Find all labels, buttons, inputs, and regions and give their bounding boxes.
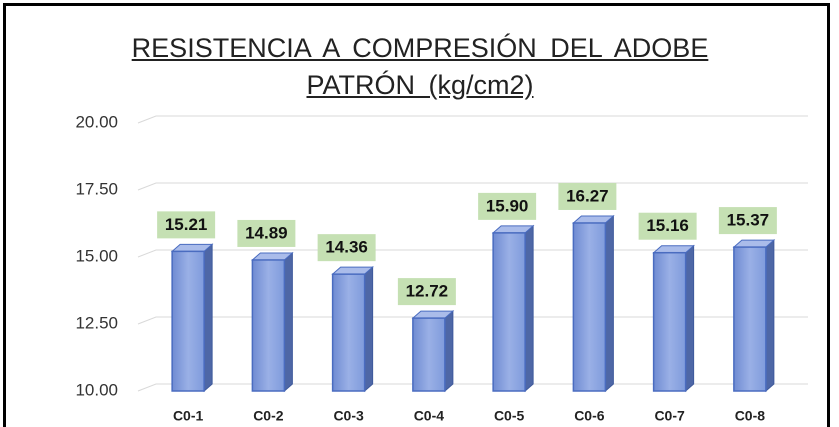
bar	[331, 273, 366, 392]
y-tick-label: 17.50	[75, 179, 118, 198]
data-label-box	[638, 212, 697, 240]
data-label-box	[718, 207, 777, 235]
chart-title: RESISTENCIA A COMPRESIÓN DEL ADOBE PATRÓ…	[131, 33, 709, 100]
bar	[171, 250, 205, 392]
data-label: 14.36	[325, 238, 368, 257]
bar-side	[685, 244, 695, 393]
data-label: 15.16	[646, 216, 689, 235]
data-label: 15.37	[727, 211, 770, 230]
bar	[733, 246, 767, 392]
bar-side	[765, 238, 775, 393]
x-tick-label: C0-3	[333, 408, 364, 424]
bar-side	[524, 224, 534, 393]
bar	[652, 251, 687, 392]
y-tick-label: 10.00	[75, 380, 118, 399]
data-label: 15.21	[165, 215, 208, 234]
grid-line	[137, 383, 808, 392]
y-tick-label: 20.00	[75, 112, 118, 131]
data-label-box	[478, 192, 537, 220]
data-label-box	[317, 234, 376, 262]
grid-line	[137, 316, 808, 325]
bar	[412, 317, 446, 392]
bar	[492, 232, 526, 392]
data-label: 12.72	[406, 282, 449, 301]
x-tick-label: C0-6	[574, 408, 605, 424]
bar	[251, 259, 286, 392]
bar	[572, 222, 607, 392]
bar-side	[283, 251, 293, 393]
data-label-box	[558, 182, 617, 210]
data-label-box	[237, 219, 296, 247]
bar-side	[604, 214, 614, 393]
data-label-box	[397, 278, 456, 306]
data-label-box	[157, 211, 216, 239]
bar-side	[364, 266, 374, 393]
chart-frame	[3, 3, 830, 427]
y-tick-label: 12.50	[75, 313, 118, 332]
grid-line	[137, 115, 808, 124]
grid-line	[137, 182, 808, 191]
bar-side	[444, 310, 454, 393]
data-label: 16.27	[566, 186, 609, 205]
data-label: 14.89	[245, 223, 288, 242]
data-label: 15.90	[486, 196, 529, 215]
x-tick-label: C0-1	[173, 408, 204, 424]
x-tick-label: C0-8	[735, 408, 766, 424]
x-tick-label: C0-5	[494, 408, 525, 424]
grid-line	[137, 249, 808, 258]
bar-side	[203, 243, 213, 393]
x-tick-label: C0-2	[253, 408, 284, 424]
y-tick-label: 15.00	[75, 246, 118, 265]
x-tick-label: C0-4	[414, 408, 445, 424]
x-tick-label: C0-7	[654, 408, 685, 424]
